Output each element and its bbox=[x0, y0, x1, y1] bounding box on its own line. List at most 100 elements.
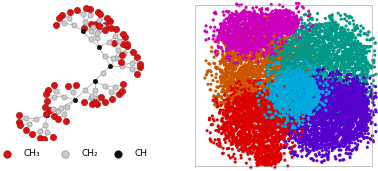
Point bbox=[360, 55, 366, 58]
Point bbox=[288, 94, 294, 96]
Point bbox=[292, 50, 298, 53]
Point bbox=[344, 127, 350, 130]
Point bbox=[357, 62, 363, 64]
Point bbox=[363, 114, 369, 117]
Point bbox=[244, 140, 250, 142]
Point bbox=[307, 78, 313, 81]
Point bbox=[350, 100, 356, 103]
Point bbox=[312, 57, 318, 60]
Point bbox=[263, 42, 270, 44]
Point bbox=[293, 125, 299, 127]
Point bbox=[306, 30, 312, 33]
Point bbox=[289, 53, 295, 56]
Point bbox=[344, 101, 350, 104]
Point bbox=[249, 52, 255, 55]
Point bbox=[242, 35, 248, 37]
Point bbox=[314, 72, 320, 75]
Point bbox=[293, 74, 299, 77]
Point bbox=[243, 143, 249, 146]
Point bbox=[254, 162, 260, 165]
Point bbox=[244, 97, 250, 99]
Point bbox=[232, 88, 238, 91]
Point bbox=[288, 26, 294, 28]
Point bbox=[260, 145, 266, 148]
Point bbox=[301, 90, 307, 92]
Point bbox=[237, 143, 243, 146]
Point bbox=[365, 115, 371, 118]
Point bbox=[264, 86, 270, 89]
Point bbox=[265, 61, 271, 63]
Point bbox=[293, 52, 299, 55]
Point bbox=[338, 68, 344, 71]
Point bbox=[301, 36, 307, 39]
Point bbox=[247, 34, 253, 36]
Point bbox=[296, 132, 302, 135]
Point bbox=[285, 73, 291, 76]
Point bbox=[253, 135, 259, 137]
Point bbox=[234, 142, 240, 144]
Point bbox=[251, 34, 257, 36]
Point bbox=[326, 92, 332, 95]
Point bbox=[284, 104, 290, 106]
Point bbox=[254, 30, 260, 33]
Point bbox=[262, 99, 268, 102]
Point bbox=[254, 23, 260, 26]
Point bbox=[291, 111, 297, 114]
Point bbox=[227, 21, 233, 24]
Point bbox=[267, 30, 273, 33]
Point bbox=[254, 38, 260, 41]
Point bbox=[226, 28, 232, 31]
Point bbox=[316, 46, 322, 49]
Point bbox=[208, 83, 214, 86]
Point bbox=[277, 110, 283, 112]
Point bbox=[342, 117, 348, 120]
Point bbox=[240, 44, 246, 47]
Point bbox=[246, 69, 252, 72]
Point bbox=[311, 111, 318, 114]
Point bbox=[349, 35, 355, 38]
Point bbox=[345, 107, 351, 109]
Point bbox=[363, 114, 369, 117]
Point bbox=[304, 104, 310, 107]
Point bbox=[243, 43, 249, 46]
Point bbox=[347, 104, 353, 106]
Point bbox=[229, 45, 235, 47]
Point bbox=[242, 124, 248, 127]
Point bbox=[255, 61, 261, 63]
Point bbox=[364, 69, 370, 72]
Point bbox=[256, 121, 262, 123]
Point bbox=[282, 49, 288, 51]
Point bbox=[313, 111, 319, 114]
Point bbox=[245, 104, 251, 107]
Point bbox=[270, 138, 276, 141]
Point bbox=[237, 75, 243, 78]
Point bbox=[276, 134, 282, 137]
Point bbox=[316, 90, 322, 93]
Point bbox=[268, 27, 274, 30]
Point bbox=[249, 119, 255, 121]
Point bbox=[260, 29, 266, 32]
Point bbox=[251, 145, 257, 147]
Point bbox=[273, 127, 279, 129]
Point bbox=[299, 57, 305, 60]
Point bbox=[343, 128, 349, 131]
Point bbox=[291, 17, 297, 20]
Point bbox=[286, 121, 292, 123]
Point bbox=[280, 87, 287, 89]
Point bbox=[222, 35, 228, 38]
Point bbox=[319, 131, 325, 134]
Point bbox=[242, 131, 248, 134]
Point bbox=[240, 104, 246, 107]
Point bbox=[250, 66, 256, 69]
Point bbox=[298, 16, 304, 19]
Point bbox=[299, 132, 305, 135]
Point bbox=[244, 52, 250, 55]
Point bbox=[315, 116, 321, 119]
Point bbox=[289, 105, 295, 108]
Point bbox=[308, 78, 314, 81]
Point bbox=[285, 80, 291, 82]
Point bbox=[278, 41, 284, 43]
Point bbox=[295, 110, 301, 113]
Point bbox=[286, 21, 292, 24]
Point bbox=[233, 36, 239, 38]
